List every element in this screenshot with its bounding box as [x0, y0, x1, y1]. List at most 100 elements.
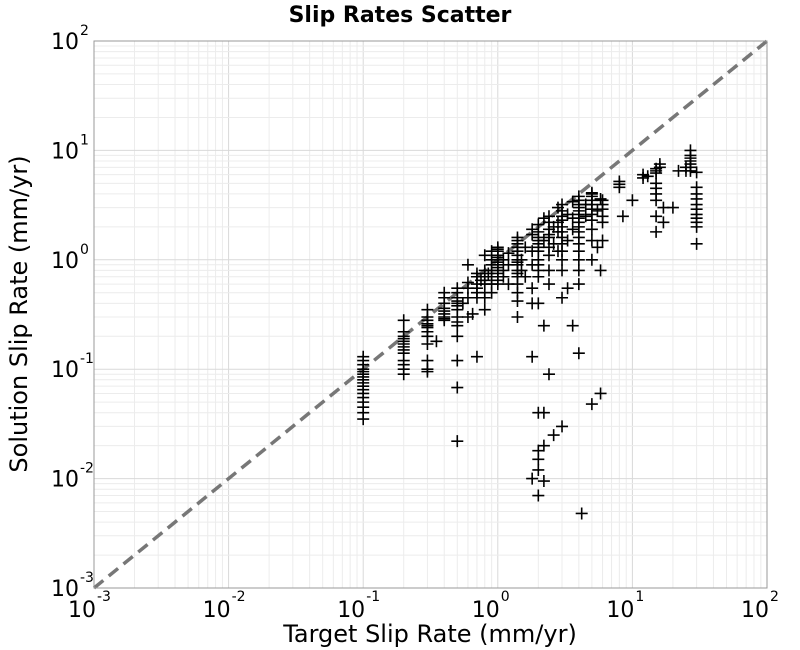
data-point	[430, 335, 443, 348]
plot-frame	[93, 40, 768, 589]
data-point	[579, 210, 592, 223]
data-point	[690, 166, 703, 179]
svg-text:10: 10	[51, 577, 79, 602]
x-tick-label: 102	[741, 589, 779, 623]
svg-text:-2: -2	[232, 589, 246, 605]
svg-text:0: 0	[501, 589, 510, 605]
data-point	[594, 192, 607, 205]
data-point	[594, 387, 607, 400]
data-point	[650, 225, 663, 238]
data-point	[641, 170, 654, 183]
data-point	[515, 253, 528, 266]
x-tick-label: 100	[472, 589, 510, 623]
svg-text:10: 10	[51, 30, 79, 55]
data-point	[572, 264, 585, 277]
x-tick-label: 101	[606, 589, 644, 623]
svg-text:-1: -1	[80, 351, 94, 367]
y-axis-label: Solution Slip Rate (mm/yr)	[5, 155, 33, 472]
data-point	[497, 270, 510, 283]
data-point	[596, 216, 609, 229]
data-point	[397, 314, 410, 327]
data-point	[585, 223, 598, 236]
data-point	[585, 398, 598, 411]
data-point	[666, 201, 679, 214]
svg-text:10: 10	[51, 139, 79, 164]
svg-text:10: 10	[51, 358, 79, 383]
svg-text:2: 2	[80, 23, 89, 39]
data-point	[556, 291, 569, 304]
data-point	[519, 270, 532, 283]
data-point	[511, 311, 524, 324]
data-point	[478, 291, 491, 304]
svg-text:-3: -3	[97, 589, 111, 605]
svg-text:-2: -2	[80, 461, 94, 477]
y-tick-label: 10 1	[51, 132, 89, 164]
data-point	[461, 258, 474, 271]
x-tick-label: 10-2	[203, 589, 246, 623]
data-point	[653, 161, 666, 174]
chart-title: Slip Rates Scatter	[289, 3, 512, 28]
svg-text:10: 10	[606, 598, 634, 623]
y-tick-label: 10 0	[51, 242, 89, 274]
data-point	[532, 270, 545, 283]
data-point	[532, 453, 545, 466]
svg-text:-1: -1	[366, 589, 380, 605]
x-axis-label: Target Slip Rate (mm/yr)	[282, 620, 577, 648]
data-point	[616, 210, 629, 223]
x-tick-label: 10-1	[337, 589, 380, 623]
data-point	[556, 264, 569, 277]
data-point	[594, 264, 607, 277]
data-point	[690, 220, 703, 233]
data-point	[537, 406, 550, 419]
data-point	[532, 297, 545, 310]
data-point	[650, 210, 663, 223]
data-point	[451, 354, 464, 367]
data-point	[566, 223, 579, 236]
data-point	[421, 365, 434, 378]
data-point	[561, 234, 574, 247]
data-point	[572, 278, 585, 291]
data-point	[547, 429, 560, 442]
data-point	[537, 439, 550, 452]
data-point	[572, 253, 585, 266]
data-point	[591, 204, 604, 217]
data-point	[596, 234, 609, 247]
data-point	[572, 347, 585, 360]
svg-text:2: 2	[770, 589, 779, 605]
data-point	[526, 472, 539, 485]
svg-text:10: 10	[68, 598, 96, 623]
svg-text:10: 10	[51, 249, 79, 274]
data-point	[491, 278, 504, 291]
data-point	[537, 234, 550, 247]
data-point	[575, 507, 588, 520]
svg-text:10: 10	[51, 468, 79, 493]
data-point	[542, 278, 555, 291]
data-point	[537, 475, 550, 488]
svg-text:10: 10	[472, 598, 500, 623]
data-point	[478, 303, 491, 316]
x-tick-label: 10-3	[68, 589, 111, 623]
svg-text:1: 1	[635, 589, 644, 605]
data-point	[357, 413, 370, 426]
data-point	[650, 194, 663, 207]
data-point	[591, 241, 604, 254]
data-point	[502, 247, 515, 260]
data-point	[556, 253, 569, 266]
svg-text:-3: -3	[80, 570, 94, 586]
data-point	[542, 264, 555, 277]
data-point	[684, 164, 697, 177]
data-point	[451, 435, 464, 448]
data-point	[585, 234, 598, 247]
data-point	[561, 282, 574, 295]
data-point	[511, 295, 524, 308]
data-point	[626, 194, 639, 207]
data-point	[613, 181, 626, 194]
data-point	[478, 249, 491, 262]
data-point	[466, 307, 479, 320]
data-point	[542, 368, 555, 381]
data-point	[566, 319, 579, 332]
data-point	[532, 463, 545, 476]
